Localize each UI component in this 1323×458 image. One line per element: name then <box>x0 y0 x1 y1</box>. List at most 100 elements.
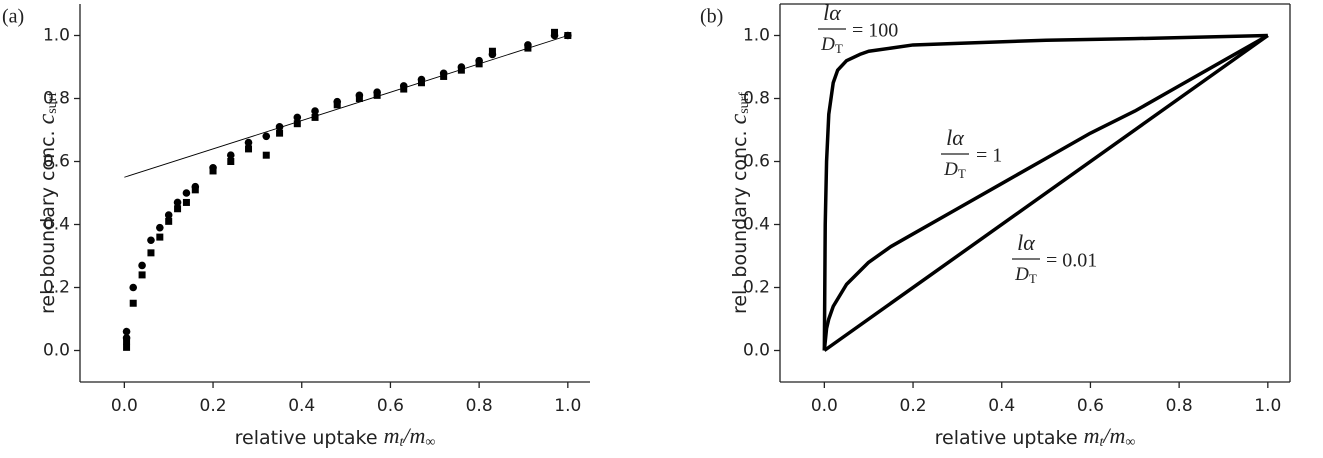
data-point <box>129 283 138 292</box>
data-point <box>123 337 131 345</box>
data-point <box>333 101 341 109</box>
data-point <box>293 120 301 128</box>
data-point <box>400 85 408 93</box>
data-point <box>156 233 164 241</box>
data-point <box>182 198 190 206</box>
y-label-symbol: c <box>726 113 752 124</box>
data-point <box>174 205 182 213</box>
y-tick-label: 1.0 <box>743 26 770 46</box>
x-tick-label: 0.0 <box>811 396 838 416</box>
data-point <box>275 123 284 131</box>
x-label-sub: t <box>1099 435 1104 450</box>
x-axis-label: relative uptake mt/m∞ <box>235 423 436 450</box>
data-point <box>138 261 146 270</box>
y-tick-label: 0.8 <box>43 89 70 109</box>
y-tick-label: 0.4 <box>43 215 70 235</box>
x-label-symbol: m <box>384 423 400 448</box>
x-tick-label: 0.0 <box>111 396 138 416</box>
x-label-sub: t <box>399 435 404 450</box>
y-tick-label: 0.8 <box>743 89 770 109</box>
y-tick-label: 0.0 <box>43 341 70 361</box>
annotation-value: = 0.01 <box>1046 250 1097 272</box>
annotation-denominator: DT <box>943 159 966 181</box>
data-point <box>173 198 182 207</box>
panel-label: (a) <box>2 6 24 28</box>
data-point <box>440 72 448 80</box>
y-tick-label: 0.6 <box>43 152 70 172</box>
x-label-sub2: ∞ <box>1125 435 1135 450</box>
data-point <box>245 145 253 153</box>
data-point <box>457 66 465 74</box>
data-point <box>129 299 137 307</box>
y-label-text: rel. boundary conc. <box>37 130 59 314</box>
y-label-sub: surf <box>45 92 60 114</box>
x-tick-label: 0.8 <box>466 396 493 416</box>
denominator-sub: T <box>835 41 843 56</box>
data-point <box>244 138 253 147</box>
annotation-value: = 1 <box>976 145 1002 167</box>
data-point <box>156 223 164 232</box>
y-label-text: rel. boundary conc. <box>729 130 751 314</box>
x-tick-label: 1.0 <box>1254 396 1281 416</box>
y-tick-label: 0.0 <box>743 341 770 361</box>
denominator-symbol: D <box>1014 264 1029 285</box>
data-point <box>122 327 131 336</box>
data-point <box>165 217 173 225</box>
data-point <box>276 129 284 137</box>
annotation-value: = 100 <box>852 20 898 42</box>
data-point <box>311 107 319 115</box>
data-line <box>822 33 1269 351</box>
data-line <box>823 34 1269 352</box>
x-tick-label: 0.8 <box>1166 396 1193 416</box>
x-tick-label: 0.2 <box>900 396 927 416</box>
data-point <box>293 113 302 122</box>
y-tick-label: 0.2 <box>43 278 70 298</box>
x-tick-label: 1.0 <box>554 396 581 416</box>
x-label-text: relative uptake <box>935 427 1078 449</box>
data-point <box>191 186 199 194</box>
x-label-symbol: m <box>1084 423 1100 448</box>
data-point <box>311 113 319 121</box>
y-axis-label: rel. boundary conc. csurf <box>34 92 61 314</box>
annotation-numerator: lα <box>946 125 964 150</box>
data-point <box>182 189 191 197</box>
y-label-sub: surf <box>737 92 752 114</box>
data-point <box>227 158 235 165</box>
data-point <box>164 211 173 219</box>
denominator-sub: T <box>958 166 966 181</box>
data-point <box>373 91 381 99</box>
data-point <box>209 167 217 175</box>
x-tick-label: 0.6 <box>377 396 404 416</box>
x-tick-label: 0.4 <box>988 396 1015 416</box>
y-axis-label: rel. boundary conc. csurf <box>726 92 753 314</box>
data-point <box>147 249 155 257</box>
y-tick-label: 0.6 <box>743 152 770 172</box>
data-point <box>123 343 131 351</box>
data-point <box>147 236 155 245</box>
x-tick-label: 0.4 <box>288 396 315 416</box>
x-label-symbol2: /m <box>401 423 425 448</box>
x-label-symbol2: /m <box>1101 423 1125 448</box>
denominator-symbol: D <box>943 159 958 180</box>
data-line <box>822 33 1268 351</box>
data-line <box>124 35 568 178</box>
x-label-sub2: ∞ <box>425 435 435 450</box>
data-point <box>226 151 235 159</box>
denominator-sub: T <box>1029 271 1037 286</box>
data-point <box>138 271 146 279</box>
data-point <box>355 95 363 102</box>
data-point <box>551 28 559 36</box>
x-tick-label: 0.6 <box>1077 396 1104 416</box>
data-point <box>262 132 271 141</box>
y-tick-label: 1.0 <box>43 26 70 46</box>
annotation-numerator: lα <box>823 0 841 25</box>
panel-label: (b) <box>700 6 723 28</box>
x-tick-label: 0.2 <box>200 396 227 416</box>
annotation-denominator: DT <box>820 34 843 56</box>
data-point <box>488 47 496 55</box>
y-label-symbol: c <box>34 113 60 124</box>
data-point <box>262 151 270 159</box>
x-axis-label: relative uptake mt/m∞ <box>935 423 1136 450</box>
